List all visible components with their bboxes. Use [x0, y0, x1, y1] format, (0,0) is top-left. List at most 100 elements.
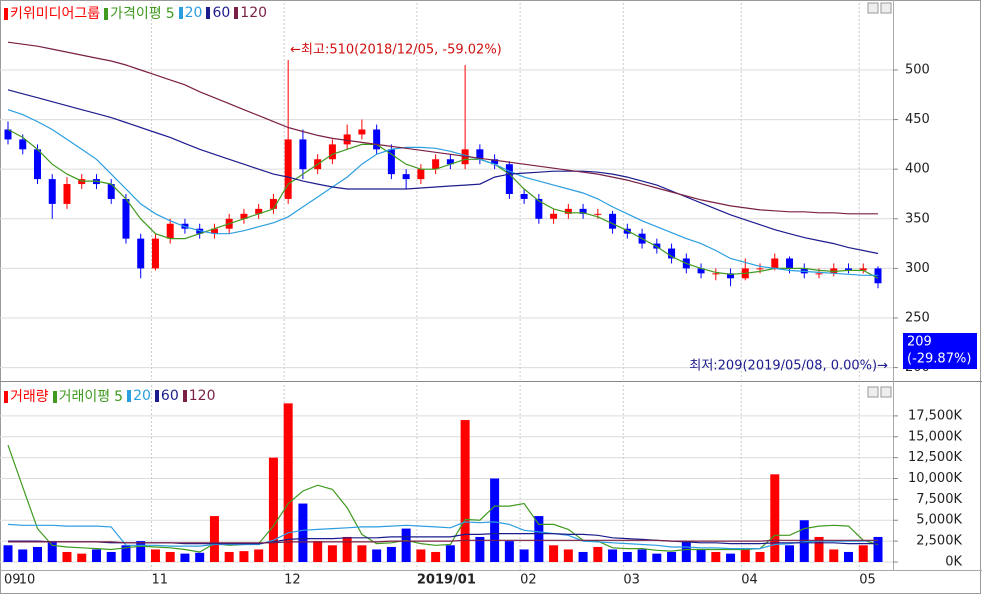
volume-bar [298, 503, 308, 562]
volume-bar [106, 551, 116, 562]
volume-bar [254, 549, 264, 562]
x-tick-label: 09 [4, 573, 21, 588]
x-tick-label: 2019/01 [417, 573, 476, 588]
volume-bar [696, 549, 706, 562]
moving-average-line [7, 41, 878, 215]
legend-text: 60 [160, 388, 179, 404]
y-tick-label: 12,500K [908, 450, 962, 465]
candle-body [387, 149, 395, 175]
volume-bar [47, 541, 57, 562]
candle-body [609, 213, 617, 229]
volume-bar [504, 541, 514, 562]
legend-text: 5 [114, 389, 124, 405]
moving-average-line [8, 539, 878, 544]
legend-text: 거래이평 [58, 389, 111, 405]
y-tick-label: 5,000K [916, 513, 962, 528]
volume-bar [445, 545, 455, 562]
candle-body [564, 208, 572, 214]
legend-swatch [52, 391, 57, 403]
legend-swatch [206, 7, 211, 19]
legend-item: 60 [206, 5, 230, 21]
volume-bar [578, 551, 588, 562]
volume-bar [755, 551, 765, 562]
legend-text: 20 [184, 5, 203, 21]
legend-swatch [154, 390, 159, 402]
candle-body [373, 129, 381, 150]
y-tick-label: 500 [905, 62, 930, 77]
x-tick-label: 11 [151, 573, 168, 588]
legend-item: 120 [182, 388, 216, 404]
volume-bar [460, 420, 470, 562]
candle-body [845, 268, 853, 271]
volume-bar [873, 536, 883, 562]
legend-text: 20 [133, 388, 151, 404]
volume-bar [416, 549, 426, 562]
legend-item: 가격이평 5 [104, 3, 175, 23]
candle-body [668, 248, 676, 259]
volume-bar [519, 549, 529, 562]
close-button[interactable] [880, 386, 892, 398]
candle-body [19, 139, 27, 150]
candle-body [505, 164, 513, 194]
volume-bar [740, 549, 750, 562]
x-tick-label: 04 [741, 573, 758, 588]
close-button[interactable] [880, 2, 892, 14]
x-tick-label: 10 [19, 573, 36, 588]
candle-body [402, 174, 410, 180]
candle-body [358, 129, 366, 135]
volume-legend: 거래량 거래이평 5 20 60 120 [4, 386, 215, 406]
candle-body [63, 184, 71, 204]
volume-bar [475, 536, 485, 562]
volume-bar [313, 541, 323, 562]
volume-bar [652, 553, 662, 562]
legend-text: 120 [188, 388, 216, 404]
legend-swatch [4, 8, 8, 20]
legend-text: 키위미디어그룹 [10, 6, 101, 22]
volume-bar [563, 549, 573, 562]
volume-bar [342, 536, 352, 562]
legend-item: 거래량 [4, 386, 49, 406]
volume-bar [549, 545, 559, 562]
volume-bar [180, 553, 190, 562]
x-tick-label: 12 [284, 573, 301, 588]
minimize-button[interactable] [867, 2, 879, 14]
volume-bar [844, 551, 854, 562]
candle-body [48, 179, 56, 204]
candle-body [520, 193, 528, 199]
volume-bar [150, 549, 160, 562]
volume-bar [785, 545, 795, 562]
legend-text: 5 [165, 6, 175, 22]
minimize-button[interactable] [867, 386, 879, 398]
candle-body [299, 139, 307, 170]
candle-body [210, 228, 218, 234]
candle-body [535, 198, 543, 219]
volume-bar [209, 516, 219, 562]
volume-bar [77, 553, 87, 562]
candle-body [579, 208, 587, 214]
candle-body [137, 238, 145, 269]
legend-text: 가격이평 [110, 6, 162, 22]
volume-bar [3, 545, 13, 562]
candle-body [166, 223, 174, 239]
legend-swatch [127, 390, 132, 402]
candle-body [107, 184, 115, 199]
x-tick-label: 03 [623, 573, 640, 588]
candle-body [446, 159, 454, 165]
volume-bar [814, 536, 824, 562]
legend-item: 20 [178, 5, 203, 21]
volume-bar [608, 549, 618, 562]
moving-average-line [7, 444, 879, 553]
volume-bar [386, 546, 396, 562]
candle-body [815, 273, 823, 275]
low-annotation: 최저:209(2019/05/08, 0.00%)→ [689, 359, 888, 374]
candle-body [4, 129, 12, 140]
volume-bar [799, 520, 809, 562]
high-annotation: ←최고:510(2018/12/05, -59.02%) [290, 43, 502, 58]
volume-bar [711, 551, 721, 562]
candle-body [33, 149, 41, 180]
candle-body [432, 159, 440, 170]
volume-bar [268, 457, 278, 562]
volume-bar [121, 545, 131, 562]
volume-bar [622, 551, 632, 562]
candle-body [697, 268, 705, 274]
